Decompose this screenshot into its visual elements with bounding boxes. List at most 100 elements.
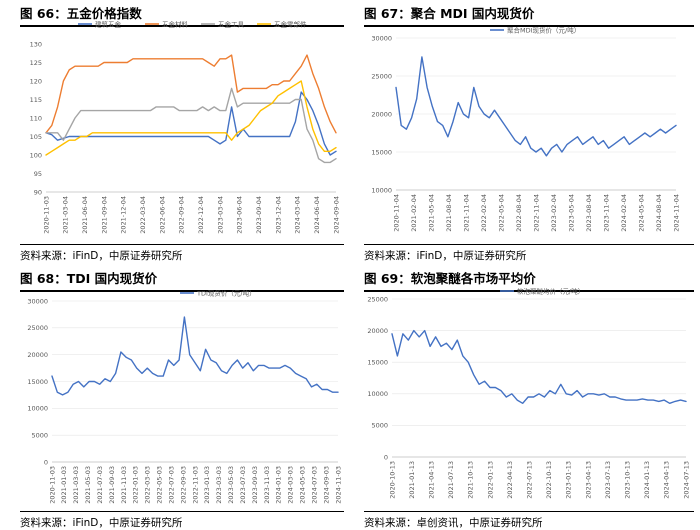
y-tick-label: 125: [30, 59, 42, 67]
x-tick-label: 2024-11-04: [672, 194, 680, 232]
x-tick-label: 2023-10-13: [624, 461, 632, 499]
x-tick-label: 2022-01-13: [486, 461, 494, 499]
x-tick-label: 2021-03-03: [72, 466, 80, 504]
x-tick-label: 2020-11-04: [392, 194, 400, 232]
x-tick-label: 2021-11-04: [462, 194, 470, 232]
y-tick-label: 90: [34, 188, 42, 196]
chart-source: 资料来源：iFinD，中原证券研究所: [20, 244, 344, 263]
x-tick-label: 2023-11-03: [263, 466, 271, 504]
x-tick-label: 2022-05-03: [156, 466, 164, 504]
y-tick-label: 15000: [367, 359, 388, 367]
x-tick-label: 2021-06-04: [81, 196, 89, 234]
series-line: [45, 80, 337, 156]
y-tick-label: 20000: [367, 327, 388, 335]
x-tick-label: 2021-10-13: [467, 461, 475, 499]
x-tick-label: 2023-07-13: [604, 461, 612, 499]
x-tick-label: 2021-07-13: [447, 461, 455, 499]
x-tick-label: 2020-11-03: [48, 466, 56, 504]
series-line: [45, 54, 337, 134]
x-tick-label: 2020-11-03: [42, 196, 50, 234]
series-line: [395, 56, 677, 157]
chart-hardware-price-index: 90 95 100 105 110 115 120 125 130 2020-11-03 2021-…: [30, 19, 341, 234]
x-tick-label: 2021-01-03: [60, 466, 68, 504]
x-tick-label: 2021-12-04: [120, 196, 128, 234]
chart-title: 图 68：TDI 国内现货价: [20, 268, 344, 292]
x-tick-label: 2022-03-04: [139, 196, 147, 234]
y-tick-label: 5000: [371, 422, 388, 430]
x-tick-label: 2022-04-13: [506, 461, 514, 499]
chart-source: 资料来源：iFinD，中原证券研究所: [364, 244, 694, 263]
x-tick-label: 2024-08-04: [655, 194, 663, 232]
x-tick-label: 2023-05-04: [567, 194, 575, 232]
x-tick-label: 2024-05-03: [299, 466, 307, 504]
x-tick-label: 2022-08-04: [515, 194, 523, 232]
x-tick-label: 2021-04-13: [428, 461, 436, 499]
y-tick-label: 25000: [367, 295, 388, 303]
legend-label: 聚合MDI现货价（元/吨）: [507, 25, 580, 34]
y-tick-label: 0: [384, 453, 388, 461]
x-tick-label: 2023-06-04: [236, 196, 244, 234]
y-tick-label: 120: [30, 77, 42, 85]
series-line: [45, 87, 337, 164]
x-tick-label: 2023-09-03: [251, 466, 259, 504]
x-tick-label: 2021-02-04: [410, 194, 418, 232]
chart-source: 资料来源：iFinD，中原证券研究所: [20, 511, 344, 530]
chart-panel-67: 图 67：聚合 MDI 国内现货价 10000 15000 20000 25000 30…: [350, 0, 700, 265]
y-tick-label: 20000: [371, 110, 392, 118]
x-tick-label: 2022-11-04: [532, 194, 540, 232]
chart-title: 图 67：聚合 MDI 国内现货价: [364, 3, 694, 27]
x-tick-label: 2023-07-03: [239, 466, 247, 504]
series-line: [51, 316, 339, 396]
x-tick-label: 2023-12-04: [274, 196, 282, 234]
legend-label: 五金工具: [218, 19, 245, 28]
x-tick-label: 2022-07-13: [526, 461, 534, 499]
y-tick-label: 30000: [27, 297, 48, 305]
x-tick-label: 2021-01-13: [408, 461, 416, 499]
chart-polymeric-mdi-price: 10000 15000 20000 25000 30000 2020-11-04 2021-…: [371, 25, 680, 232]
x-tick-label: 2023-01-03: [203, 466, 211, 504]
chart-panel-68: 图 68：TDI 国内现货价 0 5000 10000 15000 20000 25000…: [0, 265, 350, 530]
x-tick-label: 2024-02-04: [620, 194, 628, 232]
y-tick-label: 20000: [27, 351, 48, 359]
x-tick-label: 2024-07-03: [310, 466, 318, 504]
x-tick-label: 2022-02-04: [480, 194, 488, 232]
x-tick-label: 2022-06-04: [158, 196, 166, 234]
y-tick-label: 15000: [371, 148, 392, 156]
legend-label: 软泡聚醚均价（元/吨）: [517, 286, 584, 295]
x-tick-label: 2021-08-04: [445, 194, 453, 232]
y-tick-label: 10000: [27, 405, 48, 413]
chart-title: 图 66：五金价格指数: [20, 3, 344, 27]
chart-panel-66: 图 66：五金价格指数 90 95 100 105 110 115 120 125 130 202…: [0, 0, 350, 265]
x-tick-label: 2022-10-13: [545, 461, 553, 499]
x-tick-label: 2024-09-03: [322, 466, 330, 504]
x-tick-label: 2021-03-04: [62, 196, 70, 234]
x-tick-label: 2021-11-03: [120, 466, 128, 504]
legend-label: 五金材料: [162, 19, 189, 28]
y-tick-label: 25000: [371, 72, 392, 80]
x-tick-label: 2024-04-13: [663, 461, 671, 499]
legend-label: 五金零部件: [274, 19, 307, 28]
x-tick-label: 2024-07-13: [682, 461, 690, 499]
x-tick-label: 2023-08-04: [585, 194, 593, 232]
y-tick-label: 130: [30, 40, 42, 48]
y-tick-label: 15000: [27, 378, 48, 386]
x-tick-label: 2024-01-03: [275, 466, 283, 504]
y-tick-label: 100: [30, 151, 42, 159]
x-tick-label: 2023-02-04: [550, 194, 558, 232]
x-tick-label: 2021-09-03: [108, 466, 116, 504]
x-tick-label: 2024-06-04: [313, 196, 321, 234]
x-tick-label: 2022-09-04: [178, 196, 186, 234]
x-tick-label: 2021-05-04: [427, 194, 435, 232]
x-tick-label: 2022-01-03: [132, 466, 140, 504]
x-tick-label: 2023-04-13: [584, 461, 592, 499]
x-tick-label: 2024-11-03: [334, 466, 342, 504]
chart-source: 资料来源：卓创资讯，中原证券研究所: [364, 511, 694, 530]
chart-flexible-polyether-price: 0 5000 10000 15000 20000 25000 2020-10-13 2021-…: [367, 286, 690, 499]
chart-panel-69: 图 69：软泡聚醚各市场平均价 0 5000 10000 15000 20000 2500…: [350, 265, 700, 530]
y-tick-label: 95: [34, 170, 42, 178]
y-tick-label: 105: [30, 133, 42, 141]
y-tick-label: 30000: [371, 34, 392, 42]
x-tick-label: 2023-01-13: [565, 461, 573, 499]
x-tick-label: 2022-07-03: [167, 466, 175, 504]
y-tick-label: 10000: [371, 186, 392, 194]
